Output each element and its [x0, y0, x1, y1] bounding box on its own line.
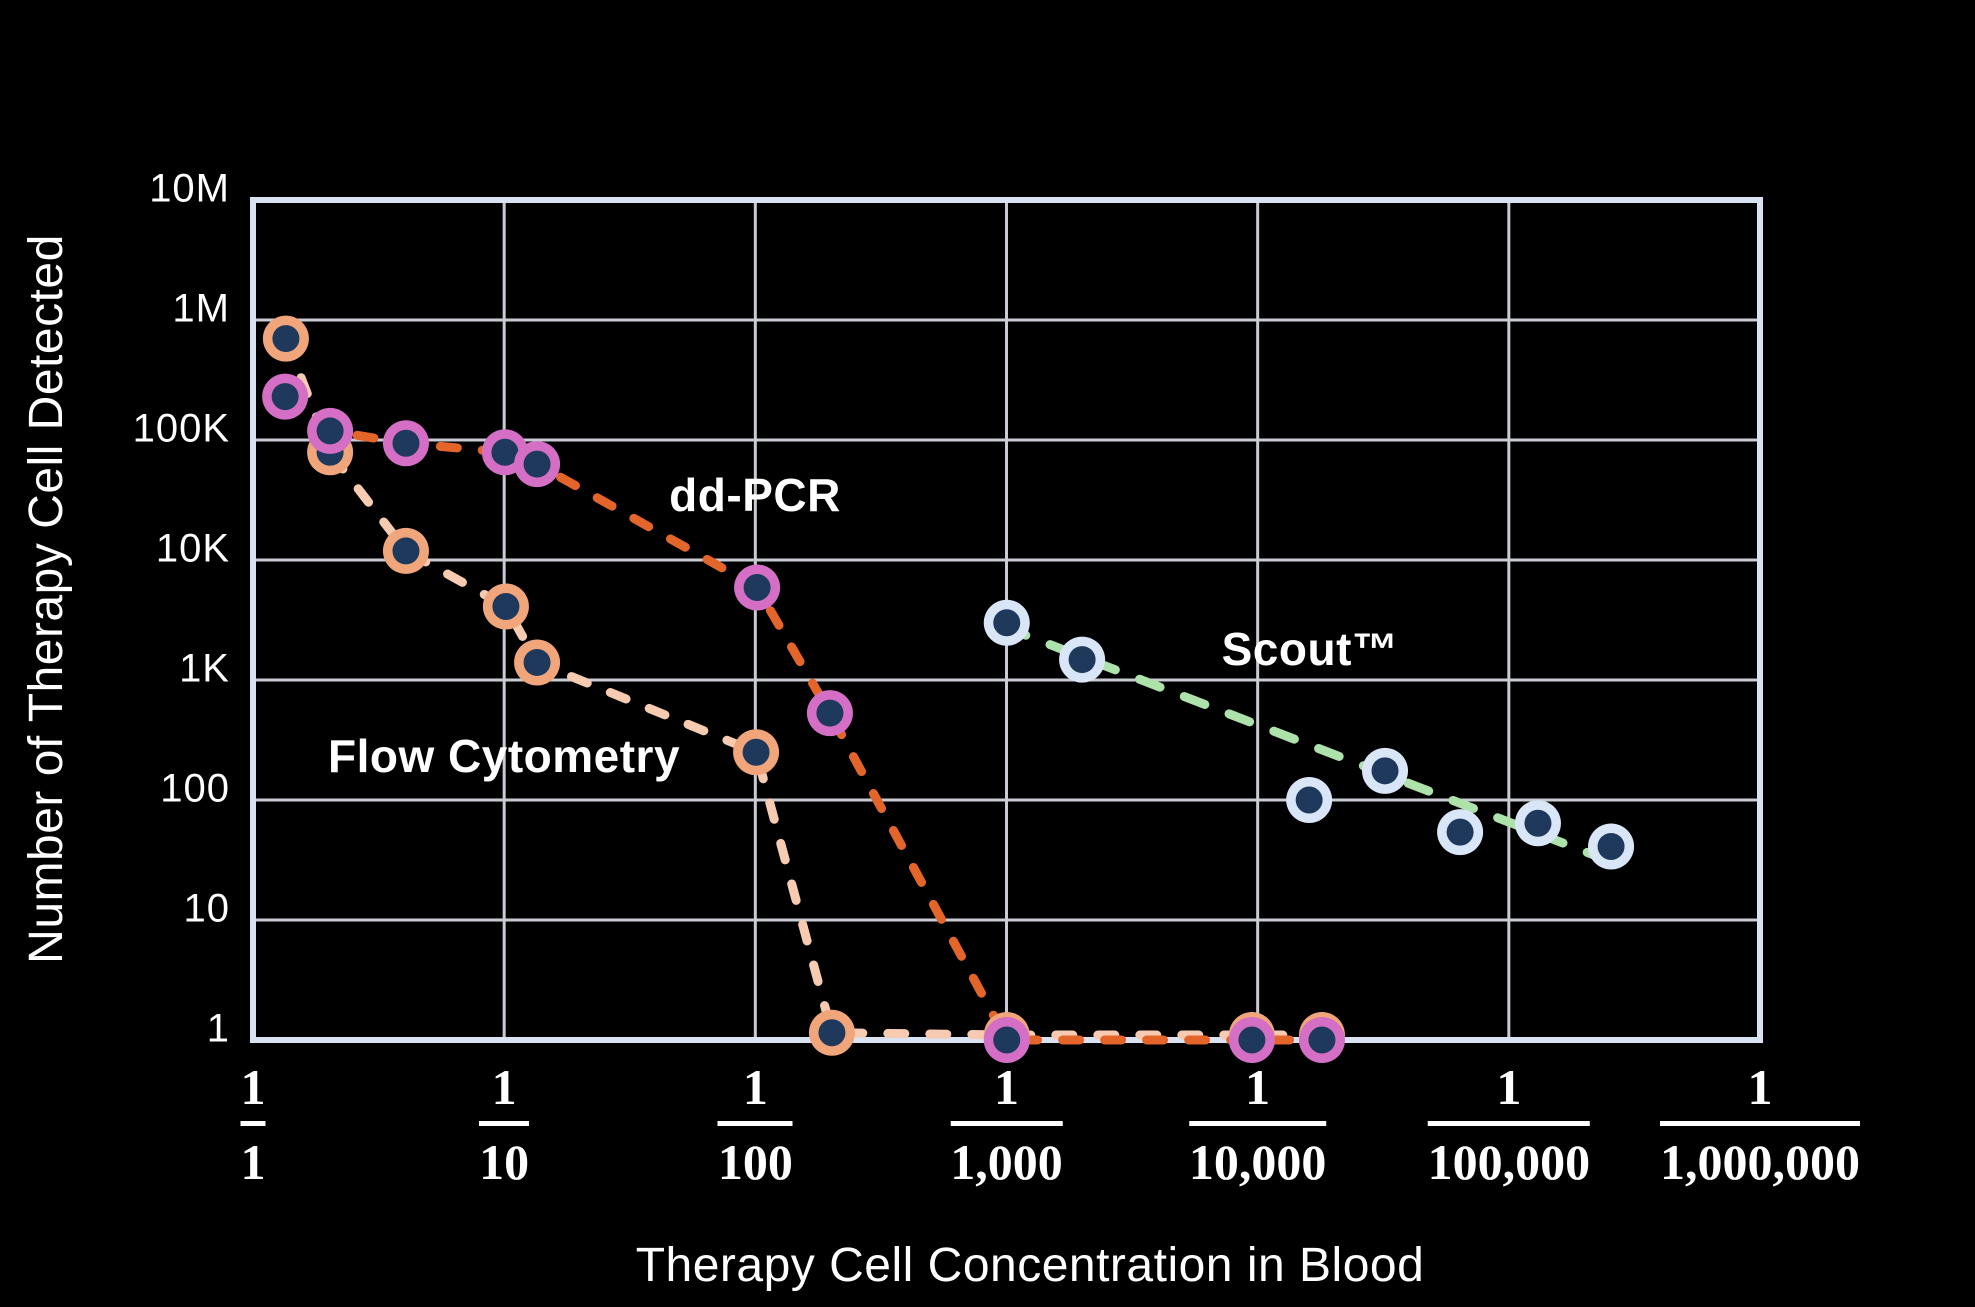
fraction-bar — [240, 1121, 266, 1126]
data-point-center-flow-cytometry — [818, 1019, 846, 1047]
series-line-dd-pcr — [280, 392, 1327, 1045]
data-point-center-dd-pcr — [1308, 1026, 1336, 1054]
fraction-numerator: 1 — [1245, 1059, 1271, 1115]
y-tick-1: 1 — [206, 1006, 230, 1051]
data-point-center-flow-cytometry — [523, 648, 551, 676]
data-point-center-flow-cytometry — [272, 325, 300, 353]
fraction-bar — [1660, 1121, 1860, 1126]
fraction-denominator: 100 — [717, 1134, 793, 1190]
y-axis-title: Number of Therapy Cell Detected — [20, 234, 73, 964]
x-tick-fraction-1000: 1 1,000 — [950, 1062, 1063, 1187]
y-tick-10: 10 — [183, 886, 230, 931]
fraction-denominator: 10,000 — [1188, 1134, 1327, 1190]
data-point-center-dd-pcr — [993, 1026, 1021, 1054]
y-tick-1K: 1K — [179, 646, 230, 691]
fraction-bar — [479, 1121, 530, 1126]
data-point-center-dd-pcr — [743, 573, 771, 601]
data-point-center-flow-cytometry — [492, 592, 520, 620]
x-tick-fraction-1000000: 1 1,000,000 — [1660, 1062, 1860, 1187]
data-point-center-scout — [1371, 757, 1399, 785]
fraction-numerator: 1 — [742, 1059, 768, 1115]
y-tick-10K: 10K — [155, 526, 230, 571]
fraction-denominator: 1 — [240, 1134, 266, 1190]
fraction-bar — [1427, 1121, 1591, 1126]
series-line-flow-cytometry — [281, 334, 1327, 1040]
x-tick-fraction-10000: 1 10,000 — [1188, 1059, 1327, 1190]
data-point-center-scout — [993, 609, 1021, 637]
fraction-numerator: 1 — [1747, 1059, 1773, 1115]
data-point-center-dd-pcr — [1238, 1026, 1266, 1054]
x-axis-title: Therapy Cell Concentration in Blood — [635, 1239, 1425, 1292]
y-tick-10M: 10M — [149, 166, 230, 211]
fraction-denominator: 1,000 — [950, 1134, 1063, 1190]
fraction-numerator: 1 — [240, 1059, 266, 1115]
x-tick-fraction-100000: 1 100,000 — [1427, 1059, 1591, 1190]
series-label-flow-cytometry: Flow Cytometry — [327, 730, 681, 782]
y-tick-100: 100 — [160, 766, 230, 811]
data-point-center-flow-cytometry — [742, 738, 770, 766]
data-point-center-dd-pcr — [491, 438, 519, 466]
data-point-center-scout — [1446, 818, 1474, 846]
fraction-numerator: 1 — [994, 1059, 1019, 1115]
series-label-dd-pcr: dd-PCR — [669, 469, 841, 521]
data-point-center-scout — [1524, 809, 1552, 837]
data-point-center-scout — [1068, 646, 1096, 674]
fraction-denominator: 100,000 — [1427, 1134, 1591, 1190]
fraction-denominator: 10 — [479, 1134, 530, 1190]
x-tick-fraction-10: 1 10 — [479, 1059, 530, 1190]
data-point-center-scout — [1597, 832, 1625, 860]
fraction-bar — [950, 1121, 1063, 1126]
y-tick-1M: 1M — [172, 286, 230, 331]
data-point-center-scout — [1295, 786, 1323, 814]
fraction-numerator: 1 — [1496, 1059, 1522, 1115]
data-point-center-flow-cytometry — [392, 537, 420, 565]
data-point-center-dd-pcr — [523, 450, 551, 478]
y-tick-100K: 100K — [132, 406, 230, 451]
data-point-center-dd-pcr — [392, 429, 420, 457]
series-label-scout: Scout™ — [1221, 623, 1399, 675]
trend-line-scout — [1000, 622, 1633, 873]
fraction-denominator: 1,000,000 — [1660, 1134, 1860, 1190]
data-point-center-dd-pcr — [316, 417, 344, 445]
fraction-bar — [1188, 1121, 1327, 1126]
data-point-center-dd-pcr — [816, 699, 844, 727]
fraction-bar — [717, 1121, 793, 1126]
x-tick-fraction-100: 1 100 — [717, 1059, 793, 1190]
data-point-center-dd-pcr — [271, 383, 299, 411]
fraction-numerator: 1 — [491, 1059, 517, 1115]
